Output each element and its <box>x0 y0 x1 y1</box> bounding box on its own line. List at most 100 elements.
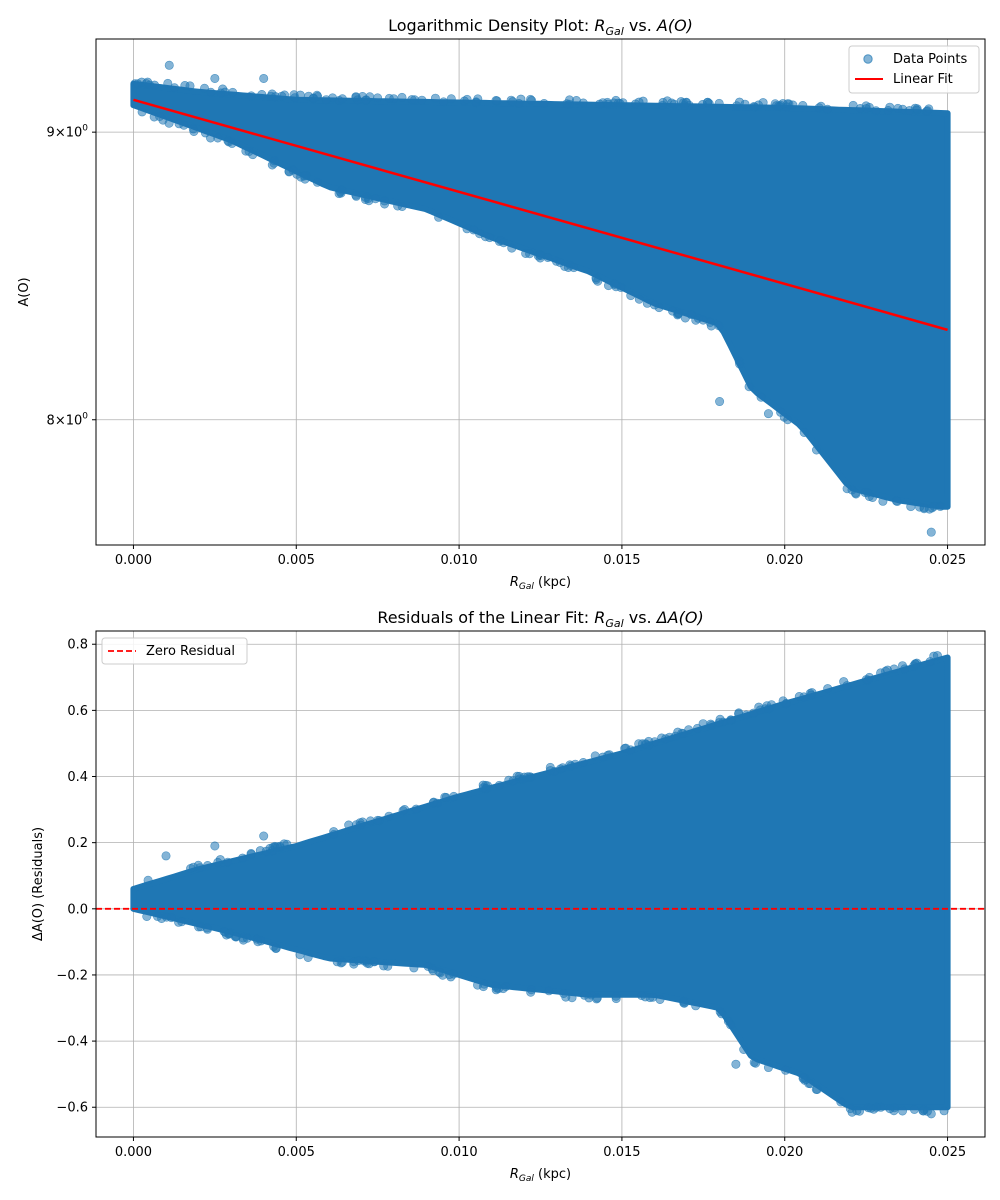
scatter-point <box>714 718 724 728</box>
legend-label: Zero Residual <box>146 644 235 659</box>
scatter-point <box>170 83 180 93</box>
scatter-point <box>726 715 736 725</box>
y-tick-label: 8×100 <box>47 411 89 428</box>
scatter-point <box>885 102 895 112</box>
scatter-point <box>446 94 456 104</box>
scatter-point <box>373 815 383 825</box>
scatter-point <box>861 675 871 685</box>
scatter-point <box>935 501 945 511</box>
scatter-point <box>878 496 888 506</box>
scatter-point <box>611 994 621 1004</box>
scatter-point <box>526 987 536 997</box>
scatter-point <box>758 98 768 108</box>
scatter-point <box>919 504 929 514</box>
scatter-point <box>621 743 631 753</box>
scatter-point <box>303 952 313 962</box>
scatter-point <box>649 300 659 310</box>
scatter-point <box>598 752 608 762</box>
scatter-point <box>592 993 602 1003</box>
scatter-point <box>714 98 724 108</box>
scatter-point <box>634 97 644 107</box>
scatter-point <box>360 195 370 205</box>
legend-label: Data Points <box>893 52 967 67</box>
scatter-point <box>814 103 824 113</box>
scatter-point <box>200 128 210 138</box>
scatter-point <box>798 1073 808 1083</box>
title-x-sub: Gal <box>605 25 623 38</box>
scatter-point <box>194 922 204 932</box>
scatter-point <box>143 875 153 885</box>
y-tick-label: 0.2 <box>67 836 88 851</box>
scatter-point <box>555 764 565 774</box>
scatter-point <box>462 94 472 104</box>
scatter-point <box>384 93 394 103</box>
chart-title: Logarithmic Density Plot: RGal vs. A(O) <box>388 16 693 38</box>
scatter-point <box>206 87 216 97</box>
scatter-point <box>261 846 271 856</box>
scatter-point <box>166 913 176 923</box>
scatter-point <box>602 97 612 107</box>
axes-frame <box>95 630 986 1138</box>
scatter-point <box>177 917 187 927</box>
scatter-point <box>866 1103 876 1113</box>
y-tick-label: 0.6 <box>67 704 88 719</box>
x-tick-label: 0.005 <box>278 1145 315 1160</box>
scatter-point <box>507 243 517 253</box>
plot-area <box>130 651 951 1119</box>
scatter-point <box>499 238 509 248</box>
y-tick-label: 0.4 <box>67 770 88 785</box>
scatter-point <box>584 993 594 1003</box>
scatter-point <box>494 780 504 790</box>
y-tick-label: 0.8 <box>67 638 88 653</box>
scatter-point <box>295 950 305 960</box>
scatter-point <box>504 775 514 785</box>
scatter-point <box>462 224 472 234</box>
scatter-point <box>715 1007 725 1017</box>
scatter-point <box>911 659 921 669</box>
scatter-point <box>543 253 553 263</box>
scatter-point <box>939 1106 949 1116</box>
scatter-point <box>164 118 174 128</box>
scatter-point <box>739 1045 749 1055</box>
x-tick-label: 0.015 <box>603 553 640 568</box>
scatter-point <box>781 1065 791 1075</box>
x-tick-label: 0.005 <box>278 553 315 568</box>
xlabel-var: R <box>510 1167 519 1182</box>
scatter-point <box>706 719 716 729</box>
scatter-point <box>679 996 689 1006</box>
x-tick-label: 0.010 <box>440 1145 477 1160</box>
scatter-point <box>213 133 223 143</box>
scatter-point <box>626 291 636 301</box>
scatter-point <box>714 321 724 331</box>
scatter-point <box>539 99 549 109</box>
scatter-point <box>904 106 914 116</box>
plot-area <box>130 60 951 537</box>
scatter-point <box>703 97 713 107</box>
x-tick-label: 0.000 <box>115 1145 152 1160</box>
scatter-point <box>349 959 359 969</box>
x-tick-label: 0.025 <box>929 553 966 568</box>
legend-label: Linear Fit <box>893 72 953 87</box>
scatter-point <box>749 102 759 112</box>
scatter-point <box>259 73 269 83</box>
scatter-point <box>373 93 383 103</box>
scatter-point <box>871 106 881 116</box>
scatter-point <box>238 853 248 863</box>
scatter-point <box>210 73 220 83</box>
y-tick-times: ×10 <box>55 413 82 428</box>
scatter-point <box>744 382 754 392</box>
scatter-point <box>823 684 833 694</box>
scatter-point <box>926 1109 936 1119</box>
scatter-point <box>383 961 393 971</box>
scatter-point <box>332 957 342 967</box>
y-tick-base: 9 <box>47 126 55 141</box>
scatter-point <box>344 820 354 830</box>
scatter-point <box>812 1085 822 1095</box>
axes-frame <box>95 38 986 546</box>
scatter-point <box>562 99 572 109</box>
scatter-point <box>691 1001 701 1011</box>
title-text: vs. <box>624 608 657 627</box>
scatter-point <box>909 1104 919 1114</box>
scatter-point <box>518 774 528 784</box>
